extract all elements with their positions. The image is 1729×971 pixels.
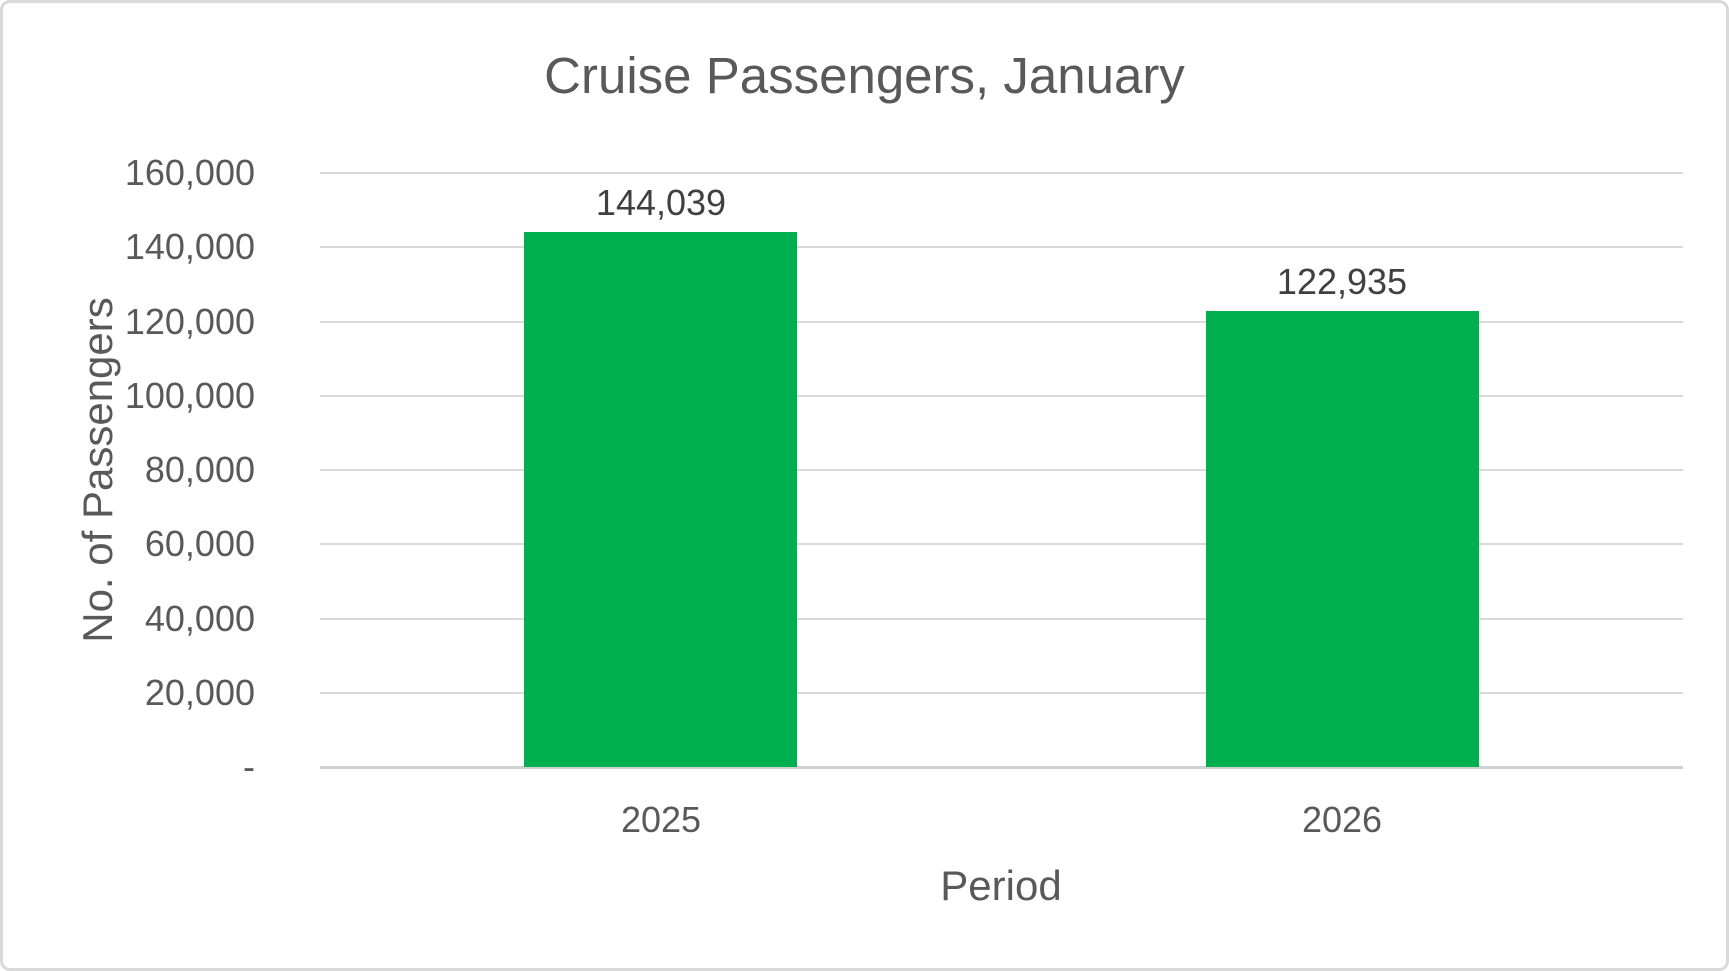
y-axis-tick-label: 100,000 <box>124 374 255 416</box>
gridline <box>320 692 1683 694</box>
gridline <box>320 395 1683 397</box>
data-label-2025: 144,039 <box>595 182 727 223</box>
y-axis-tick-label: 120,000 <box>124 300 255 342</box>
bar-2026[interactable] <box>1206 311 1479 767</box>
bar-2025[interactable] <box>524 232 797 767</box>
chart-title: Cruise Passengers, January <box>544 47 1185 104</box>
gridline <box>320 618 1683 620</box>
y-axis-tick-label: 20,000 <box>144 671 255 713</box>
gridline <box>320 246 1683 248</box>
data-label-2026: 122,935 <box>1276 261 1408 302</box>
gridline <box>320 469 1683 471</box>
plot-area: 144,039 122,935 <box>320 172 1683 769</box>
y-axis-tick-label: 60,000 <box>144 523 255 565</box>
y-axis-tick-label: 80,000 <box>144 449 255 490</box>
gridline <box>320 543 1683 545</box>
y-axis-tick-label: 40,000 <box>144 597 255 639</box>
y-axis-tick-rail: 160,000 140,000 120,000 100,000 80,000 60,000… <box>3 3 255 968</box>
gridline <box>320 321 1683 323</box>
x-axis-title: Period <box>940 862 1062 909</box>
x-axis-tick-label-2025: 2025 <box>620 799 702 840</box>
y-axis-tick-label: 160,000 <box>124 152 255 193</box>
gridline <box>320 172 1683 174</box>
x-axis-tick-label-2026: 2026 <box>1301 799 1383 840</box>
x-axis-line <box>320 766 1683 769</box>
y-axis-tick-label: 140,000 <box>124 226 255 268</box>
y-axis-tick-label: - <box>243 746 255 787</box>
